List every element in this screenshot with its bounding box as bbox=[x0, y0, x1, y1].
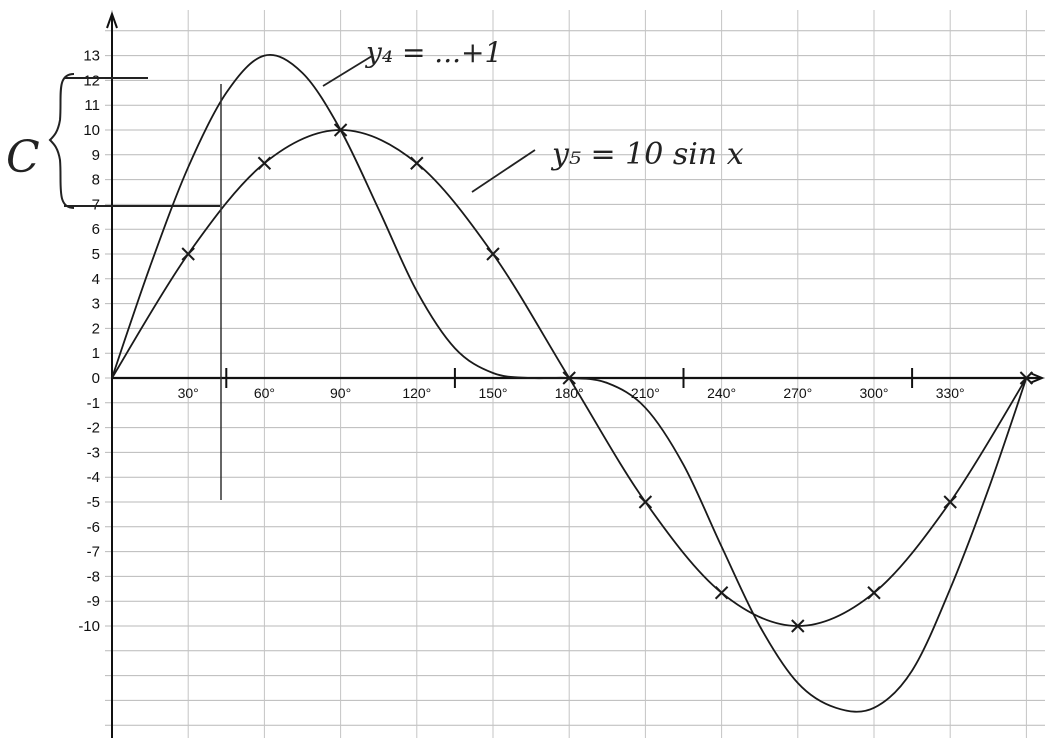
y-tick-label: -9 bbox=[87, 593, 100, 610]
data-point-marker bbox=[257, 156, 272, 170]
x-tick-label: 210° bbox=[631, 385, 660, 401]
data-point-marker bbox=[714, 586, 729, 600]
axes bbox=[106, 11, 1045, 738]
x-tick-label: 150° bbox=[479, 385, 508, 401]
y-tick-label: 3 bbox=[92, 296, 100, 313]
label-y5: y₅ = 10 sin x bbox=[550, 137, 744, 172]
y-tick-label: 8 bbox=[92, 172, 100, 189]
y-tick-label: 2 bbox=[92, 320, 100, 337]
series-group bbox=[111, 53, 1034, 713]
x-tick-label: 30° bbox=[178, 385, 199, 401]
y-tick-label: -3 bbox=[87, 444, 100, 461]
x-tick-label: 270° bbox=[783, 385, 812, 401]
data-point-marker bbox=[181, 247, 195, 261]
x-tick-label: 60° bbox=[254, 385, 275, 401]
data-point-marker bbox=[486, 247, 500, 261]
y-tick-label: 6 bbox=[92, 221, 100, 238]
c-bracket bbox=[48, 73, 75, 209]
y-tick-label: -2 bbox=[87, 420, 100, 437]
y-tick-label: -8 bbox=[87, 568, 100, 585]
annotations: C y₄ = ...+1 y₅ = 10 sin x bbox=[6, 36, 744, 500]
y-tick-label: 4 bbox=[92, 271, 100, 288]
y-axis-arrow bbox=[106, 11, 118, 29]
y-tick-label: 12 bbox=[83, 72, 100, 89]
y-tick-label: 13 bbox=[83, 48, 100, 65]
bracket-letter: C bbox=[6, 132, 40, 183]
x-tick-label: 120° bbox=[402, 385, 431, 401]
data-point-marker bbox=[867, 586, 881, 600]
y-tick-label: 11 bbox=[84, 97, 100, 114]
x-tick-label: 240° bbox=[707, 385, 736, 401]
y-tick-label: 9 bbox=[92, 147, 100, 164]
y-tick-label: -10 bbox=[78, 618, 100, 635]
data-point-marker bbox=[943, 495, 957, 509]
x-tick-label: 180° bbox=[555, 385, 584, 401]
x-tick-label: 90° bbox=[330, 385, 351, 401]
data-point-marker bbox=[410, 156, 424, 170]
label-y4: y₄ = ...+1 bbox=[364, 36, 502, 69]
y-tick-label: 1 bbox=[92, 345, 100, 362]
series-line-y4 bbox=[111, 53, 1028, 713]
data-point-marker bbox=[638, 495, 653, 509]
x-axis-arrow bbox=[1029, 372, 1045, 384]
y-tick-label: -1 bbox=[87, 395, 100, 412]
y-tick-label: -7 bbox=[87, 544, 100, 561]
y-tick-label: -4 bbox=[87, 469, 100, 486]
y-tick-label: 7 bbox=[92, 196, 100, 213]
x-tick-label: 330° bbox=[936, 385, 965, 401]
y-tick-label: 5 bbox=[92, 246, 100, 263]
x-tick-labels: 30° 60° 90° 120° 150° 180° 210° 240° 270° 300° 330… bbox=[178, 385, 965, 401]
leader-y4 bbox=[322, 55, 373, 87]
y-tick-label: -5 bbox=[87, 494, 100, 511]
grid-lines bbox=[105, 10, 1045, 738]
data-point-marker bbox=[791, 619, 805, 633]
leader-y5 bbox=[471, 149, 536, 193]
y-tick-label: -6 bbox=[87, 519, 100, 536]
y-tick-label: 0 bbox=[92, 370, 100, 387]
y-tick-label: 10 bbox=[83, 122, 100, 139]
x-tick-label: 300° bbox=[860, 385, 889, 401]
